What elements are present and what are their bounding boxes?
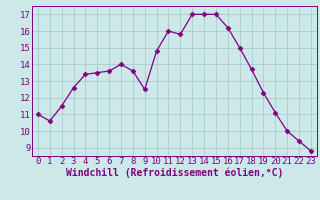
X-axis label: Windchill (Refroidissement éolien,°C): Windchill (Refroidissement éolien,°C) (66, 168, 283, 178)
